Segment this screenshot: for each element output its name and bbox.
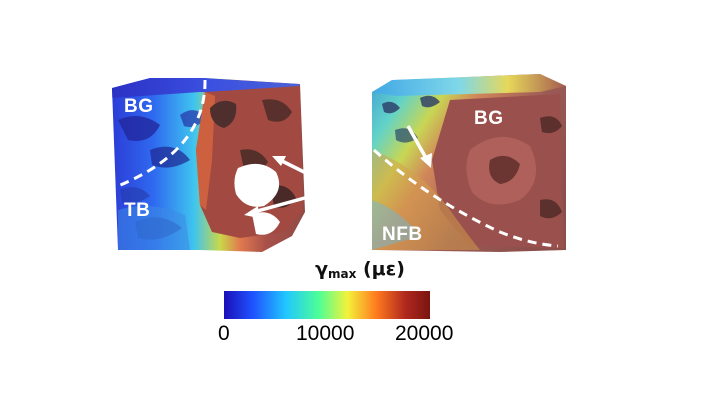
right-label-bg: BG xyxy=(474,108,504,129)
arrow-upper xyxy=(279,158,313,178)
right-arrow xyxy=(406,125,432,168)
colorbar-unit: (με) xyxy=(362,258,405,280)
arrow-shaft xyxy=(406,125,428,159)
right-bone-cube xyxy=(372,74,566,252)
colorbar-tick-min: 0 xyxy=(218,322,230,345)
left-label-tb: TB xyxy=(124,200,151,221)
colorbar-title: γmax (με) xyxy=(270,258,450,281)
left-label-bg: BG xyxy=(124,96,154,117)
colorbar-subscript: max xyxy=(328,267,357,281)
arrow-upper-head xyxy=(272,156,286,166)
left-bone-cube xyxy=(112,78,305,252)
colorbar-symbol: γ xyxy=(315,258,329,280)
colorbar-tick-mid: 10000 xyxy=(296,322,355,345)
arrow-head xyxy=(420,153,432,168)
arrow-lower xyxy=(253,194,313,214)
right-boundary-dashed-line xyxy=(373,148,559,248)
right-label-nfb: NFB xyxy=(382,224,423,245)
left-boundary-dashed-line xyxy=(117,79,207,188)
left-arrows xyxy=(244,156,313,218)
colorbar-gradient xyxy=(224,291,430,319)
arrow-lower-head xyxy=(244,206,259,218)
colorbar-tick-max: 20000 xyxy=(395,322,454,345)
